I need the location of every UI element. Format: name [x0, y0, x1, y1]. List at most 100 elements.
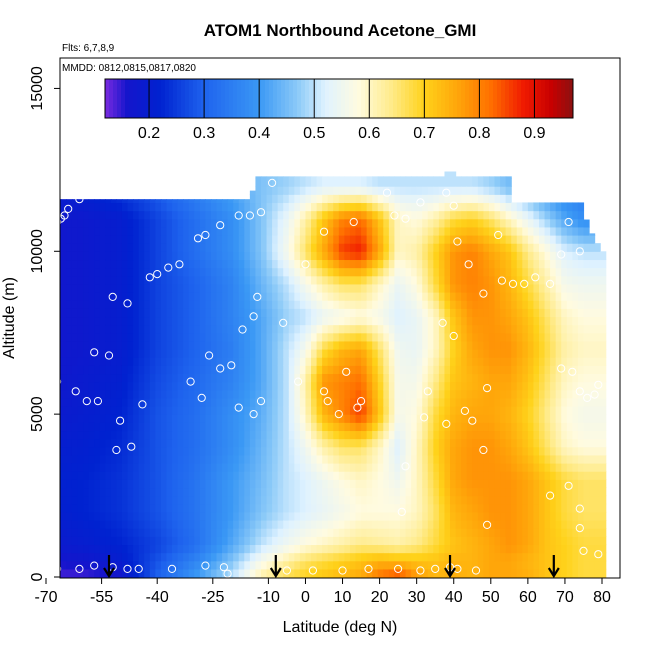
heatmap-cell — [66, 202, 73, 212]
heatmap-cell — [283, 511, 290, 521]
heatmap-cell — [288, 283, 295, 293]
heatmap-cell — [299, 430, 307, 440]
heatmap-cell — [594, 340, 601, 350]
heatmap-cell — [177, 495, 184, 505]
heatmap-cell — [210, 406, 218, 415]
heatmap-cell — [155, 218, 162, 228]
heatmap-cell — [533, 243, 540, 252]
heatmap-cell — [388, 235, 396, 244]
heatmap-cell — [338, 422, 345, 432]
heatmap-cell — [505, 422, 512, 432]
heatmap-cell — [483, 454, 490, 464]
heatmap-cell — [544, 218, 551, 228]
heatmap-cell — [589, 397, 596, 407]
heatmap-cell — [105, 463, 112, 472]
heatmap-cell — [238, 568, 245, 578]
heatmap-cell — [149, 511, 156, 521]
flight-point — [319, 227, 329, 236]
heatmap-cell — [538, 292, 546, 301]
heatmap-cell — [472, 373, 479, 383]
heatmap-cell — [538, 503, 546, 513]
heatmap-cell — [127, 283, 134, 293]
heatmap-cell — [538, 210, 546, 220]
heatmap-cell — [283, 544, 290, 554]
heatmap-cell — [561, 389, 568, 399]
heatmap-cell — [383, 389, 390, 399]
heatmap-cell — [577, 568, 585, 578]
heatmap-cell — [294, 194, 301, 204]
heatmap-cell — [399, 283, 407, 293]
heatmap-cell — [210, 430, 218, 440]
heatmap-cell — [600, 275, 607, 285]
heatmap-cell — [349, 373, 357, 383]
heatmap-cell — [222, 292, 229, 301]
heatmap-cell — [160, 414, 168, 423]
heatmap-cell — [216, 397, 223, 407]
heatmap-cell — [199, 292, 206, 301]
heatmap-cell — [260, 178, 268, 187]
heatmap-cell — [399, 479, 407, 489]
heatmap-cell — [183, 552, 190, 562]
heatmap-cell — [238, 226, 245, 236]
heatmap-cell — [283, 373, 290, 383]
heatmap-cell — [160, 357, 168, 366]
heatmap-cell — [438, 251, 446, 261]
heatmap-cell — [589, 373, 596, 383]
heatmap-cell — [177, 316, 184, 326]
colorbar-swatch — [209, 79, 214, 118]
heatmap-cell — [427, 454, 434, 464]
heatmap-cell — [405, 194, 412, 204]
colorbar-swatch — [113, 79, 118, 118]
heatmap-cell — [260, 381, 268, 391]
heatmap-cell — [383, 243, 390, 252]
heatmap-cell — [99, 463, 106, 472]
heatmap-cell — [383, 316, 390, 326]
heatmap-cell — [577, 397, 585, 407]
heatmap-cell — [99, 406, 106, 415]
heatmap-cell — [311, 430, 318, 440]
heatmap-cell — [116, 438, 123, 448]
heatmap-cell — [594, 446, 601, 456]
heatmap-cell — [249, 487, 257, 497]
heatmap-cell — [405, 308, 412, 318]
heatmap-cell — [305, 487, 312, 497]
heatmap-cell — [71, 568, 79, 578]
heatmap-cell — [455, 389, 462, 399]
heatmap-cell — [488, 414, 496, 423]
heatmap-cell — [133, 520, 140, 529]
heatmap-cell — [99, 292, 106, 301]
heatmap-cell — [416, 454, 423, 464]
heatmap-cell — [444, 479, 451, 489]
colorbar-swatch — [141, 79, 146, 118]
heatmap-cell — [260, 251, 268, 261]
heatmap-cell — [516, 568, 523, 578]
heatmap-cell — [255, 446, 262, 456]
heatmap-cell — [88, 316, 95, 326]
heatmap-cell — [366, 308, 373, 318]
heatmap-cell — [199, 340, 206, 350]
heatmap-cell — [316, 267, 323, 277]
heatmap-cell — [216, 202, 223, 212]
heatmap-cell — [405, 397, 412, 407]
heatmap-cell — [594, 357, 601, 366]
colorbar-swatch — [197, 79, 202, 118]
flight-point — [82, 397, 91, 406]
heatmap-cell — [88, 389, 95, 399]
heatmap-cell — [238, 495, 245, 505]
heatmap-cell — [138, 340, 145, 350]
heatmap-cell — [294, 259, 301, 269]
heatmap-cell — [238, 471, 245, 480]
heatmap-cell — [438, 235, 446, 244]
heatmap-cell — [60, 495, 67, 505]
heatmap-cell — [438, 226, 446, 236]
heatmap-cell — [77, 503, 84, 513]
heatmap-cell — [488, 275, 496, 285]
heatmap-cell — [255, 438, 262, 448]
heatmap-cell — [272, 349, 279, 358]
heatmap-cell — [233, 259, 240, 269]
heatmap-cell — [550, 226, 557, 236]
heatmap-cell — [477, 454, 484, 464]
heatmap-cell — [138, 243, 145, 252]
heatmap-cell — [244, 528, 251, 537]
heatmap-cell — [238, 316, 245, 326]
